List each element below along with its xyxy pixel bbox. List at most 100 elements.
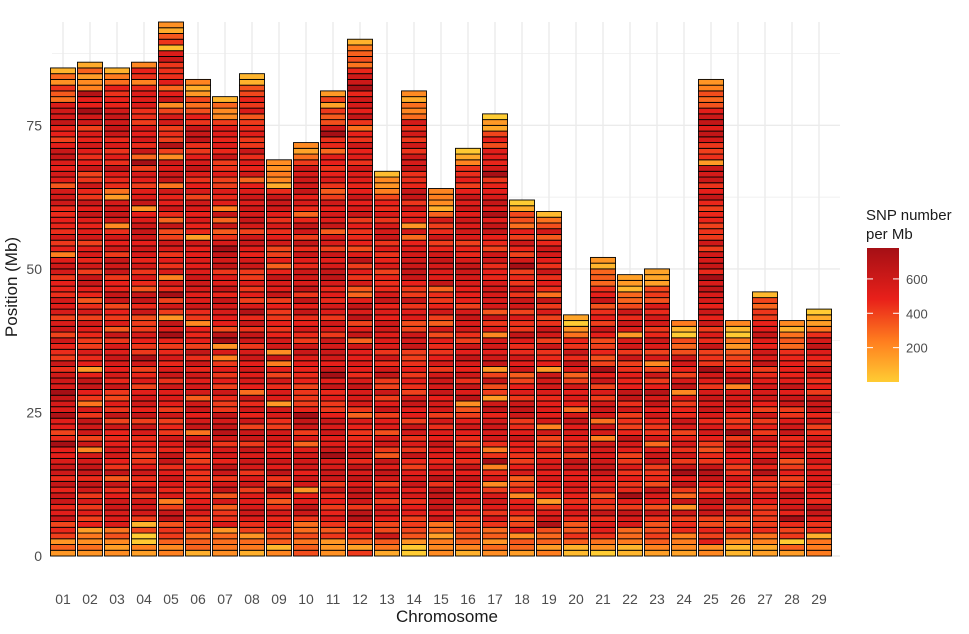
heatmap-bin-chr03 (104, 67, 130, 75)
heatmap-bin-chr29 (806, 498, 832, 505)
heatmap-bin-chr25 (698, 245, 724, 253)
heatmap-bin-chr04 (131, 274, 157, 281)
heatmap-bin-chr18 (509, 417, 535, 425)
heatmap-bin-chr01 (50, 400, 76, 408)
heatmap-bin-chr03 (104, 222, 130, 230)
heatmap-bin-chr28 (779, 457, 805, 465)
heatmap-bin-chr08 (239, 170, 265, 178)
heatmap-bin-chr17 (482, 274, 508, 281)
heatmap-bin-chr17 (482, 297, 508, 304)
heatmap-bin-chr28 (779, 521, 805, 528)
heatmap-bin-chr17 (482, 480, 508, 488)
heatmap-bin-chr19 (536, 521, 562, 528)
heatmap-bin-chr25 (698, 176, 724, 184)
heatmap-bin-chr21 (590, 538, 616, 545)
heatmap-bin-chr29 (806, 475, 832, 482)
heatmap-bin-chr17 (482, 412, 508, 419)
heatmap-bin-chr18 (509, 440, 535, 448)
heatmap-bin-chr28 (779, 486, 805, 494)
heatmap-bin-chr27 (752, 389, 778, 396)
heatmap-bin-chr13 (374, 515, 400, 522)
heatmap-bin-chr06 (185, 348, 211, 356)
heatmap-bin-chr14 (401, 107, 427, 115)
heatmap-bin-chr16 (455, 509, 481, 517)
heatmap-bin-chr06 (185, 457, 211, 465)
heatmap-bin-chr03 (104, 136, 130, 144)
heatmap-bin-chr21 (590, 389, 616, 396)
heatmap-bin-chr23 (644, 544, 670, 551)
heatmap-bin-chr05 (158, 452, 184, 459)
heatmap-bin-chr08 (239, 320, 265, 327)
heatmap-bin-chr15 (428, 503, 454, 511)
heatmap-bin-chr18 (509, 234, 535, 241)
heatmap-bin-chr19 (536, 492, 562, 500)
heatmap-bin-chr20 (563, 469, 589, 477)
heatmap-bin-chr22 (617, 400, 643, 408)
heatmap-bin-chr27 (752, 434, 778, 442)
heatmap-bin-chr15 (428, 429, 454, 436)
heatmap-bin-chr29 (806, 492, 832, 500)
heatmap-bin-chr07 (212, 239, 238, 247)
heatmap-bin-chr08 (239, 383, 265, 390)
heatmap-bin-chr06 (185, 383, 211, 390)
heatmap-bin-chr14 (401, 279, 427, 287)
heatmap-bin-chr19 (536, 228, 562, 235)
heatmap-bin-chr23 (644, 440, 670, 448)
heatmap-bin-chr21 (590, 285, 616, 293)
heatmap-bin-chr10 (293, 325, 319, 333)
heatmap-bin-chr05 (158, 291, 184, 299)
heatmap-bin-chr11 (320, 343, 346, 350)
heatmap-bin-chr13 (374, 331, 400, 339)
heatmap-bin-chr08 (239, 515, 265, 522)
heatmap-bin-chr17 (482, 446, 508, 454)
heatmap-bin-chr03 (104, 446, 130, 454)
heatmap-bin-chr15 (428, 423, 454, 431)
heatmap-bin-chr17 (482, 532, 508, 540)
heatmap-bin-chr15 (428, 314, 454, 322)
heatmap-bin-chr23 (644, 331, 670, 339)
heatmap-bin-chr24 (671, 480, 697, 488)
heatmap-bin-chr12 (347, 124, 373, 132)
heatmap-bin-chr13 (374, 532, 400, 540)
heatmap-bin-chr10 (293, 549, 319, 557)
heatmap-bin-chr09 (266, 486, 292, 494)
heatmap-bin-chr04 (131, 377, 157, 385)
heatmap-bin-chr08 (239, 538, 265, 545)
heatmap-bin-chr12 (347, 469, 373, 477)
heatmap-bin-chr15 (428, 193, 454, 201)
heatmap-bin-chr04 (131, 429, 157, 436)
heatmap-bin-chr06 (185, 84, 211, 92)
heatmap-bin-chr02 (77, 205, 103, 212)
heatmap-bin-chr27 (752, 463, 778, 471)
heatmap-bin-chr03 (104, 412, 130, 419)
heatmap-bin-chr13 (374, 423, 400, 431)
heatmap-bin-chr22 (617, 469, 643, 477)
heatmap-bin-chr23 (644, 394, 670, 402)
heatmap-bin-chr08 (239, 325, 265, 333)
heatmap-bin-chr17 (482, 142, 508, 149)
heatmap-bin-chr14 (401, 314, 427, 322)
heatmap-bin-chr04 (131, 297, 157, 304)
heatmap-bin-chr16 (455, 153, 481, 161)
heatmap-bin-chr03 (104, 366, 130, 373)
x-tick-label: 25 (703, 591, 719, 607)
heatmap-bin-chr21 (590, 331, 616, 339)
heatmap-bin-chr17 (482, 400, 508, 408)
heatmap-bin-chr11 (320, 274, 346, 281)
heatmap-bin-chr09 (266, 245, 292, 253)
heatmap-bin-chr24 (671, 325, 697, 333)
heatmap-bin-chr02 (77, 389, 103, 396)
heatmap-bin-chr19 (536, 423, 562, 431)
heatmap-bin-chr26 (725, 377, 751, 385)
heatmap-bin-chr18 (509, 302, 535, 310)
heatmap-bin-chr17 (482, 457, 508, 465)
heatmap-bin-chr17 (482, 503, 508, 511)
heatmap-bin-chr01 (50, 107, 76, 115)
heatmap-bin-chr12 (347, 343, 373, 350)
heatmap-bin-chr23 (644, 498, 670, 505)
heatmap-bin-chr03 (104, 360, 130, 367)
y-tick-label: 75 (26, 117, 42, 133)
heatmap-bin-chr13 (374, 222, 400, 230)
heatmap-bin-chr05 (158, 429, 184, 436)
heatmap-bin-chr04 (131, 394, 157, 402)
